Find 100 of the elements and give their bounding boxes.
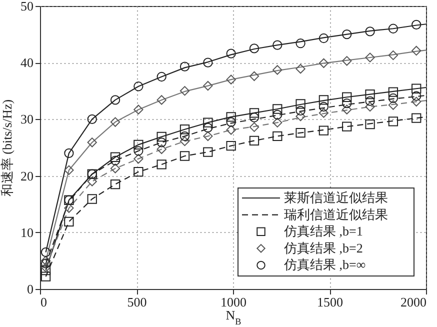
point bbox=[180, 62, 190, 72]
point bbox=[272, 40, 282, 50]
point bbox=[412, 91, 422, 101]
point bbox=[249, 112, 260, 122]
y-tick-label: 50 bbox=[20, 0, 34, 14]
point bbox=[156, 72, 166, 82]
point bbox=[272, 118, 282, 128]
point bbox=[156, 95, 166, 105]
point bbox=[388, 24, 398, 34]
point bbox=[272, 110, 282, 120]
point bbox=[40, 256, 51, 266]
point bbox=[226, 74, 236, 84]
point bbox=[87, 114, 97, 124]
x-axis-title: N$_{B}$ bbox=[226, 308, 242, 326]
point bbox=[388, 50, 398, 60]
point bbox=[156, 138, 166, 148]
x-tick-label: 500 bbox=[127, 294, 147, 310]
point bbox=[180, 124, 190, 134]
point bbox=[342, 29, 352, 40]
point bbox=[110, 117, 120, 127]
point bbox=[296, 99, 306, 109]
point bbox=[203, 147, 213, 157]
point bbox=[180, 136, 190, 146]
point bbox=[226, 112, 236, 122]
point bbox=[180, 86, 190, 96]
point bbox=[134, 104, 144, 114]
legend-label: 瑞利信道近似结果 bbox=[284, 206, 388, 222]
y-tick-label: 40 bbox=[20, 55, 34, 70]
legend-label: 仿真结果 ,b=∞ bbox=[283, 257, 366, 272]
point bbox=[226, 140, 236, 151]
point bbox=[87, 194, 97, 204]
point bbox=[40, 258, 51, 268]
point bbox=[272, 65, 282, 75]
point bbox=[318, 102, 329, 112]
point bbox=[249, 108, 260, 118]
legend-label: 仿真结果 ,b=2 bbox=[283, 240, 363, 256]
point bbox=[296, 106, 306, 116]
point bbox=[249, 44, 260, 54]
point bbox=[64, 216, 74, 226]
y-tick-label: 30 bbox=[20, 112, 34, 127]
point bbox=[156, 144, 166, 154]
point bbox=[342, 122, 352, 132]
y-tick-label: 20 bbox=[20, 168, 34, 184]
point bbox=[156, 132, 166, 142]
point bbox=[249, 122, 260, 132]
point bbox=[412, 46, 422, 56]
point bbox=[412, 113, 422, 123]
point bbox=[388, 93, 398, 104]
point bbox=[318, 126, 329, 136]
point bbox=[412, 84, 422, 94]
point bbox=[412, 96, 422, 106]
point bbox=[180, 131, 190, 141]
point bbox=[296, 64, 306, 74]
x-tick-label: 1500 bbox=[317, 294, 343, 310]
point bbox=[40, 272, 51, 282]
point bbox=[342, 92, 352, 102]
x-tick-label: 2000 bbox=[400, 294, 426, 310]
point bbox=[64, 165, 74, 175]
point bbox=[365, 96, 375, 106]
point bbox=[64, 203, 74, 213]
point bbox=[110, 164, 120, 174]
point bbox=[156, 160, 166, 170]
point bbox=[342, 56, 352, 66]
point bbox=[365, 102, 375, 112]
y-tick-label: 0 bbox=[27, 282, 34, 296]
point bbox=[203, 80, 213, 91]
point bbox=[318, 108, 329, 118]
point bbox=[272, 131, 282, 142]
point bbox=[64, 148, 74, 158]
point bbox=[110, 152, 120, 162]
point bbox=[134, 146, 144, 156]
point bbox=[318, 58, 329, 68]
legend-label: 莱斯信道近似结果 bbox=[284, 190, 388, 205]
point bbox=[226, 117, 236, 127]
x-tick-label: 0 bbox=[40, 294, 47, 310]
point bbox=[342, 104, 352, 114]
point bbox=[249, 71, 260, 82]
point bbox=[388, 87, 398, 97]
point bbox=[87, 138, 97, 148]
point bbox=[40, 262, 51, 272]
point bbox=[388, 116, 398, 126]
point bbox=[134, 140, 144, 150]
point bbox=[203, 131, 213, 142]
point bbox=[296, 128, 306, 138]
point bbox=[296, 112, 306, 122]
point bbox=[203, 118, 213, 128]
point bbox=[134, 167, 144, 177]
point bbox=[203, 58, 213, 68]
point bbox=[110, 95, 120, 105]
point bbox=[134, 82, 144, 92]
point bbox=[226, 48, 236, 58]
point bbox=[365, 52, 375, 62]
point bbox=[226, 125, 236, 135]
point bbox=[134, 154, 144, 164]
point bbox=[87, 176, 97, 186]
point bbox=[40, 247, 51, 258]
y-tick-label: 10 bbox=[20, 224, 34, 240]
point bbox=[318, 95, 329, 105]
legend-label: 仿真结果 ,b=1 bbox=[283, 224, 363, 239]
point bbox=[296, 38, 306, 48]
